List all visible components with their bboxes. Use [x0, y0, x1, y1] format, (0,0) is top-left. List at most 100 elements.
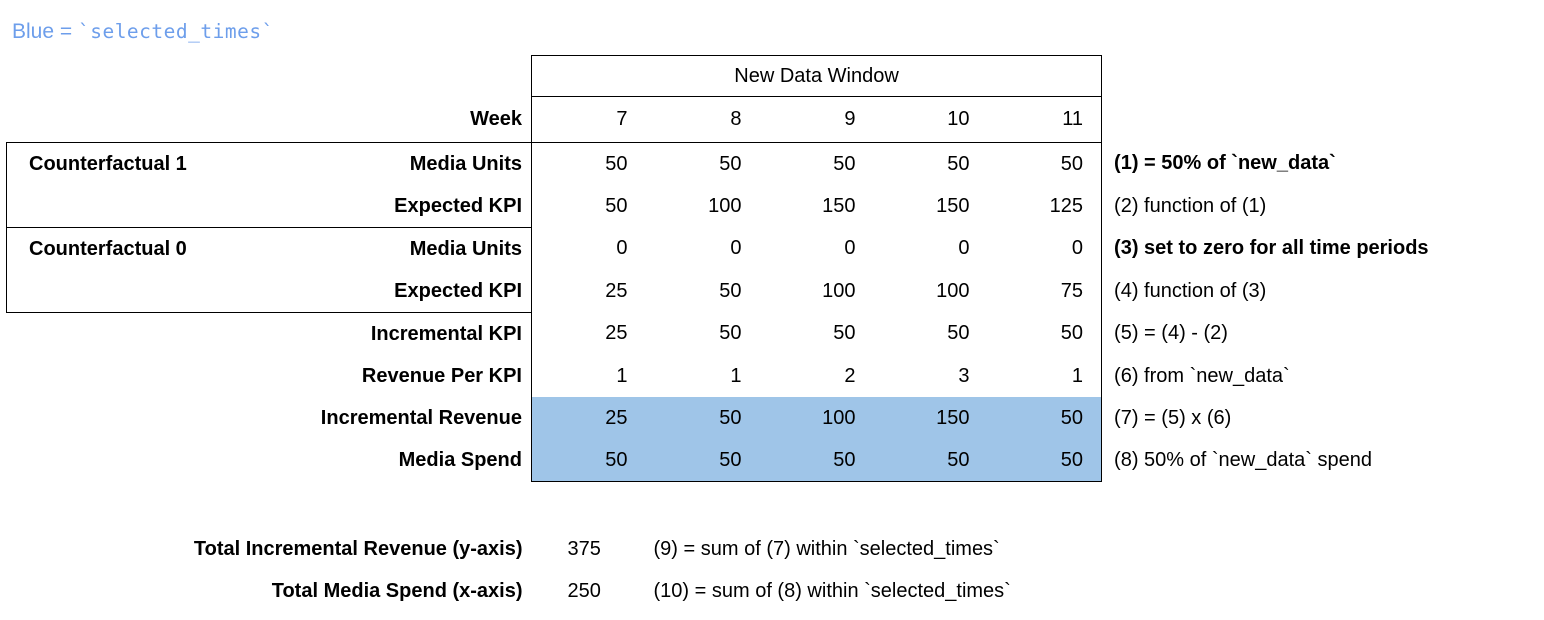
data-cell: 50 — [719, 322, 742, 345]
data-cell: 0 — [531, 227, 646, 270]
week-cell: 11 — [987, 96, 1103, 143]
table-row-media-spend: Media Spend 50 50 50 50 50 (8) 50% of `n… — [7, 439, 1542, 482]
data-cell-highlighted: 50 — [645, 439, 760, 482]
data-cell: 0 — [730, 237, 742, 260]
row-label: Media Spend — [398, 448, 522, 471]
empty-cell — [7, 97, 255, 143]
group-label — [6, 270, 255, 313]
data-cell-highlighted: 50 — [987, 439, 1103, 482]
group-label — [6, 185, 255, 228]
data-cell-highlighted: 50 — [531, 439, 646, 482]
data-cell: 50 — [833, 322, 856, 345]
week-cell: 8 — [645, 96, 760, 143]
data-cell: 0 — [844, 237, 856, 260]
row-annotation: (6) from `new_data` — [1114, 364, 1290, 387]
summary-label: Total Incremental Revenue (y-axis) — [193, 537, 523, 560]
table-row-expected-kpi-cf0: Expected KPI 25 50 100 100 75 (4) functi… — [6, 270, 1542, 313]
empty-cell — [1102, 56, 1542, 97]
data-cell: 50 — [833, 152, 856, 175]
data-cell: 50 — [987, 142, 1103, 185]
summary-row-incremental-revenue: Total Incremental Revenue (y-axis) 375 (… — [7, 528, 1542, 570]
legend-note-code: `selected_times` — [77, 20, 274, 43]
row-annotation: (2) function of (1) — [1114, 194, 1267, 217]
data-cell: 25 — [531, 270, 646, 313]
data-cell-highlighted: 25 — [531, 397, 646, 439]
data-cell: 100 — [708, 194, 742, 217]
week-row: Week 7 8 9 10 11 — [7, 96, 1542, 143]
week-cell: 10 — [873, 96, 988, 143]
row-label: Incremental Revenue — [320, 406, 522, 429]
table-row-media-units-cf1: Counterfactual 1 Media Units 50 50 50 50… — [6, 142, 1542, 185]
data-cell: 2 — [844, 364, 856, 387]
window-header: New Data Window — [530, 55, 1103, 97]
data-cell: 50 — [531, 185, 646, 228]
summary-row-media-spend: Total Media Spend (x-axis) 250 (10) = su… — [7, 570, 1542, 612]
data-cell: 125 — [987, 185, 1103, 228]
empty-cell — [7, 439, 255, 482]
spacer-row — [7, 482, 1542, 529]
data-cell: 0 — [958, 237, 970, 260]
row-annotation: (8) 50% of `new_data` spend — [1114, 448, 1372, 471]
data-cell: 50 — [531, 142, 646, 185]
data-cell: 25 — [531, 312, 646, 355]
legend-note-prefix: Blue = — [12, 20, 78, 43]
empty-cell — [255, 56, 532, 97]
data-cell: 50 — [719, 152, 742, 175]
empty-cell — [1102, 97, 1542, 143]
data-cell: 50 — [947, 152, 970, 175]
data-cell-highlighted: 150 — [873, 397, 988, 439]
legend-note: Blue = `selected_times` — [12, 20, 274, 44]
row-label: Expected KPI — [254, 185, 532, 228]
empty-cell — [7, 397, 255, 439]
data-cell: 0 — [987, 227, 1103, 270]
data-cell-highlighted: 50 — [873, 439, 988, 482]
data-cell-highlighted: 50 — [759, 439, 874, 482]
data-cell: 75 — [987, 270, 1103, 313]
row-label: Media Units — [409, 237, 522, 260]
counterfactual-table: New Data Window Week 7 8 9 10 11 Counter… — [6, 55, 1542, 612]
data-cell-highlighted: 100 — [759, 397, 874, 439]
window-header-row: New Data Window — [7, 55, 1542, 97]
empty-cell — [7, 355, 255, 397]
table-row-incremental-revenue: Incremental Revenue 25 50 100 150 50 (7)… — [7, 397, 1542, 439]
data-cell: 1 — [730, 364, 742, 387]
data-cell: 50 — [947, 322, 970, 345]
row-annotation: (1) = 50% of `new_data` — [1114, 152, 1336, 175]
table-row-expected-kpi-cf1: Expected KPI 50 100 150 150 125 (2) func… — [6, 185, 1542, 228]
row-label: Incremental KPI — [370, 322, 522, 345]
data-cell-highlighted: 50 — [645, 397, 760, 439]
table-row-media-units-cf0: Counterfactual 0 Media Units 0 0 0 0 0 (… — [6, 227, 1542, 270]
data-cell: 150 — [936, 194, 970, 217]
row-label: Revenue Per KPI — [361, 364, 522, 387]
week-cell: 9 — [759, 96, 874, 143]
data-cell: 100 — [936, 279, 970, 302]
empty-cell — [7, 56, 255, 97]
row-label: Media Units — [254, 142, 532, 185]
data-cell: 3 — [958, 364, 970, 387]
row-annotation: (4) function of (3) — [1114, 279, 1267, 302]
week-cell: 7 — [531, 96, 646, 143]
group-label: Counterfactual 1 — [6, 142, 255, 185]
data-cell: 50 — [719, 279, 742, 302]
summary-annotation: (9) = sum of (7) within `selected_times` — [653, 537, 1000, 560]
week-label: Week — [470, 107, 522, 130]
table-row-incremental-kpi: Incremental KPI 25 50 50 50 50 (5) = (4)… — [7, 312, 1542, 356]
data-cell-highlighted: 50 — [987, 397, 1103, 439]
empty-cell — [7, 313, 255, 356]
row-annotation: (5) = (4) - (2) — [1114, 322, 1228, 345]
data-cell: 50 — [987, 312, 1103, 355]
summary-label: Total Media Spend (x-axis) — [271, 579, 523, 602]
summary-value: 375 — [567, 537, 601, 560]
data-cell: 100 — [822, 279, 856, 302]
table-row-revenue-per-kpi: Revenue Per KPI 1 1 2 3 1 (6) from `new_… — [7, 355, 1542, 397]
row-annotation: (3) set to zero for all time periods — [1114, 237, 1429, 260]
data-cell: 150 — [822, 194, 856, 217]
summary-value: 250 — [567, 579, 601, 602]
data-cell: 1 — [531, 355, 646, 397]
group-label: Counterfactual 0 — [6, 227, 255, 270]
data-cell: 1 — [987, 355, 1103, 397]
row-annotation: (7) = (5) x (6) — [1114, 406, 1232, 429]
row-label: Expected KPI — [254, 270, 532, 313]
summary-annotation: (10) = sum of (8) within `selected_times… — [653, 579, 1011, 602]
